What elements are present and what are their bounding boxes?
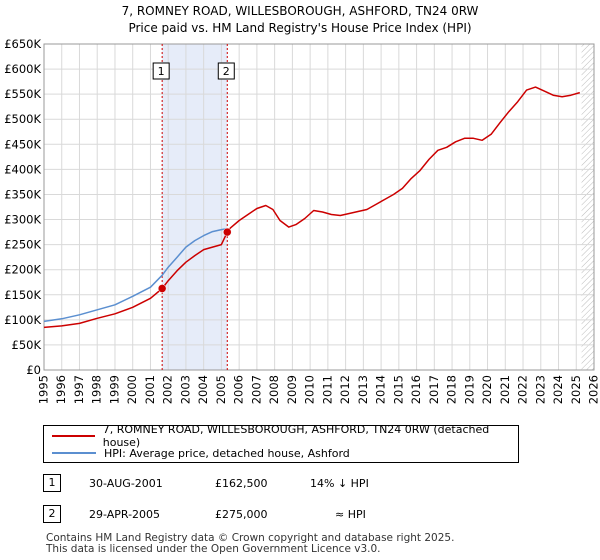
y-tick-label: £350K bbox=[4, 187, 41, 201]
legend-item-property: 7, ROMNEY ROAD, WILLESBOROUGH, ASHFORD, … bbox=[52, 423, 518, 449]
sale-badge-box bbox=[217, 62, 235, 80]
x-tick-label: 2022 bbox=[516, 375, 530, 404]
price-chart: £0 £50K £100K £150K £200K £250K £300K £350K £400… bbox=[4, 37, 600, 404]
sale-price: £162,500 bbox=[215, 477, 268, 490]
y-tick-label: £300K bbox=[4, 213, 41, 227]
y-tick-label: £650K bbox=[4, 37, 41, 51]
sale-badge: 1 bbox=[43, 474, 61, 492]
legend-label-property: 7, ROMNEY ROAD, WILLESBOROUGH, ASHFORD, … bbox=[102, 423, 490, 449]
y-tick-label: £50K bbox=[12, 338, 42, 352]
y-tick-label: £250K bbox=[4, 238, 41, 252]
x-tick-label: 2006 bbox=[232, 375, 246, 404]
legend-swatch-hpi bbox=[52, 452, 96, 454]
x-tick-label: 1995 bbox=[37, 375, 51, 404]
x-tick-label: 2017 bbox=[427, 375, 441, 404]
sale-hpi: 14% ↓ HPI bbox=[310, 477, 369, 490]
sale-badge: 2 bbox=[43, 505, 61, 523]
x-tick-label: 2005 bbox=[214, 375, 228, 404]
x-tick-label: 2018 bbox=[445, 375, 459, 404]
x-tick-label: 2015 bbox=[391, 375, 405, 404]
sale-point bbox=[223, 227, 232, 237]
x-tick-label: 2002 bbox=[161, 375, 175, 404]
y-tick-label: £450K bbox=[4, 137, 41, 151]
x-tick-label: 2019 bbox=[462, 375, 476, 404]
x-tick-label: 2013 bbox=[356, 375, 370, 404]
x-tick-label: 2010 bbox=[303, 375, 317, 404]
legend-label-hpi: HPI: Average price, detached house, Ashf… bbox=[104, 446, 350, 460]
x-tick-label: 2026 bbox=[587, 375, 600, 404]
y-tick-label: £100K bbox=[4, 313, 41, 327]
y-tick-label: £500K bbox=[4, 112, 41, 126]
x-tick-label: 2025 bbox=[569, 375, 583, 404]
legend-item-hpi: HPI: Average price, detached house, Ashf… bbox=[52, 445, 350, 461]
y-tick-label: £0 bbox=[26, 363, 41, 377]
x-tick-label: 2024 bbox=[551, 375, 565, 404]
footer-copyright: Contains HM Land Registry data © Crown c… bbox=[46, 532, 455, 544]
sale-row: 2 29-APR-2005 £275,000 ≈ HPI bbox=[43, 505, 563, 525]
sale-row: 1 30-AUG-2001 £162,500 14% ↓ HPI bbox=[43, 474, 563, 494]
x-tick-label: 2014 bbox=[374, 375, 388, 404]
sale-date: 29-APR-2005 bbox=[89, 508, 161, 521]
chart-legend: 7, ROMNEY ROAD, WILLESBOROUGH, ASHFORD, … bbox=[43, 423, 519, 463]
x-tick-label: 2021 bbox=[498, 375, 512, 404]
x-tick-label: 2000 bbox=[125, 375, 139, 404]
y-tick-label: £400K bbox=[4, 162, 41, 176]
x-tick-label: 2011 bbox=[320, 375, 334, 404]
x-tick-label: 1997 bbox=[72, 375, 86, 404]
chart-title: 7, ROMNEY ROAD, WILLESBOROUGH, ASHFORD, … bbox=[121, 4, 479, 18]
y-tick-label: £150K bbox=[4, 288, 41, 302]
sale-price: £275,000 bbox=[215, 508, 268, 521]
sale-badge-box bbox=[152, 62, 170, 80]
sale-date: 30-AUG-2001 bbox=[89, 477, 163, 490]
sale-badge-label: 2 bbox=[223, 65, 230, 78]
x-tick-label: 2012 bbox=[338, 375, 352, 404]
y-tick-label: £600K bbox=[4, 62, 41, 76]
x-tick-label: 2001 bbox=[143, 375, 157, 404]
chart-subtitle: Price paid vs. HM Land Registry's House … bbox=[128, 21, 472, 35]
x-tick-label: 2016 bbox=[409, 375, 423, 404]
plot-area bbox=[44, 44, 594, 370]
sale-period-shading bbox=[162, 44, 228, 370]
x-tick-label: 2020 bbox=[480, 375, 494, 404]
forecast-hatch bbox=[581, 44, 594, 370]
x-tick-label: 1996 bbox=[54, 375, 68, 404]
x-tick-label: 1999 bbox=[107, 375, 121, 404]
y-tick-label: £550K bbox=[4, 87, 41, 101]
x-tick-label: 2007 bbox=[249, 375, 263, 404]
x-tick-label: 1998 bbox=[90, 375, 104, 404]
x-tick-label: 2003 bbox=[178, 375, 192, 404]
x-tick-label: 2009 bbox=[285, 375, 299, 404]
x-tick-label: 2023 bbox=[533, 375, 547, 404]
sale-point bbox=[157, 284, 167, 293]
legend-swatch-property bbox=[52, 435, 95, 437]
x-tick-label: 2004 bbox=[196, 375, 210, 404]
series-line bbox=[43, 86, 581, 329]
y-tick-label: £200K bbox=[4, 263, 41, 277]
sale-hpi: ≈ HPI bbox=[335, 508, 366, 521]
series-line bbox=[43, 227, 228, 323]
sale-badge-label: 1 bbox=[158, 65, 165, 78]
plot-border bbox=[43, 43, 595, 371]
x-tick-label: 2008 bbox=[267, 375, 281, 404]
footer-license: This data is licensed under the Open Gov… bbox=[46, 543, 381, 555]
